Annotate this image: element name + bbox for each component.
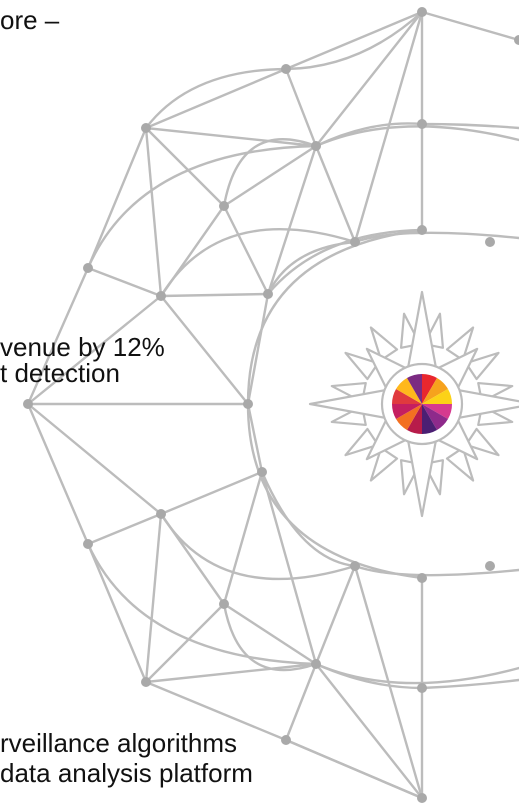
network-line (26, 402, 90, 546)
network-node (257, 467, 267, 477)
network-node (156, 509, 166, 519)
compass-small-point (344, 351, 380, 381)
compass-small-point (464, 427, 500, 457)
compass-small-point (369, 326, 399, 362)
network-line (86, 542, 148, 684)
network-arc (222, 122, 519, 208)
network-line (86, 512, 163, 546)
logo-slice (407, 374, 422, 404)
logo-slice (422, 404, 437, 434)
network-line (222, 144, 318, 208)
network-arc (159, 512, 519, 581)
network-node (281, 735, 291, 745)
network-node (23, 399, 33, 409)
network-arc (86, 125, 519, 270)
network-arc (266, 228, 424, 296)
network-line (222, 470, 264, 606)
network-line (26, 402, 163, 516)
network-line (284, 10, 424, 71)
network-nodes (23, 7, 519, 803)
network-line (266, 144, 318, 296)
compass-small-point (369, 446, 399, 482)
network-line (26, 294, 163, 406)
network-node (417, 119, 427, 129)
network-node (141, 123, 151, 133)
network-node (311, 659, 321, 669)
logo-slice (396, 404, 422, 430)
network-node (156, 291, 166, 301)
network-node (311, 141, 321, 151)
network-node (417, 7, 427, 17)
network-line (144, 680, 288, 742)
network-line (144, 67, 288, 130)
network-node (219, 201, 229, 211)
logo-slice (422, 374, 437, 404)
network-line (284, 67, 318, 148)
network-line (144, 662, 318, 684)
logo-slice (392, 404, 422, 419)
network-line (159, 294, 250, 406)
network-arc (246, 228, 424, 406)
network-node (219, 599, 229, 609)
network-node (243, 399, 253, 409)
network-line (314, 10, 424, 148)
text-line-3: t detection (0, 358, 120, 388)
network-node (485, 561, 495, 571)
text-line-4: rveillance algorithms (0, 728, 237, 758)
compass-small-point (445, 326, 475, 362)
logo-pie-icon (392, 374, 452, 434)
network-line (314, 662, 424, 800)
network-node (83, 263, 93, 273)
logo-slice (407, 404, 422, 434)
logo-slice (422, 378, 448, 404)
network-line (144, 126, 226, 208)
network-line (222, 602, 318, 666)
network-line (26, 266, 90, 406)
network-line (144, 602, 226, 684)
text-line-5: data analysis platform (0, 758, 253, 788)
text-line-1: ore – (0, 5, 60, 35)
network-line (260, 470, 318, 666)
text-line-2: venue by 12% (0, 332, 165, 362)
network-node (83, 539, 93, 549)
network-node (350, 237, 360, 247)
network-line (159, 470, 264, 516)
network-line (144, 126, 163, 298)
network-line (284, 662, 318, 742)
network-line (159, 292, 270, 298)
network-line (246, 292, 270, 406)
compass-small-point (445, 446, 475, 482)
network-line (420, 10, 519, 42)
network-line (86, 126, 148, 270)
network-arc (260, 470, 357, 568)
network-line (144, 512, 163, 684)
network-node (417, 683, 427, 693)
network-node (417, 793, 427, 803)
logo-slice (422, 404, 452, 419)
network-line (284, 738, 424, 800)
network-line (314, 144, 357, 244)
logo-slice (422, 389, 452, 404)
network-arc (159, 228, 519, 298)
logo-slice (422, 404, 448, 430)
network-line (314, 564, 357, 666)
network-node (281, 64, 291, 74)
network-node (263, 289, 273, 299)
network-arc (222, 602, 519, 690)
network-node (485, 237, 495, 247)
network-line (246, 402, 264, 474)
network-node (350, 561, 360, 571)
network-node (514, 35, 519, 45)
logo-slice (396, 378, 422, 404)
logo-slice (392, 389, 422, 404)
network-line (86, 266, 163, 298)
network-node (141, 677, 151, 687)
network-line (222, 204, 270, 296)
network-node (417, 225, 427, 235)
network-node (417, 573, 427, 583)
compass-small-point (344, 427, 380, 457)
network-line (144, 126, 318, 148)
compass-small-point (464, 351, 500, 381)
